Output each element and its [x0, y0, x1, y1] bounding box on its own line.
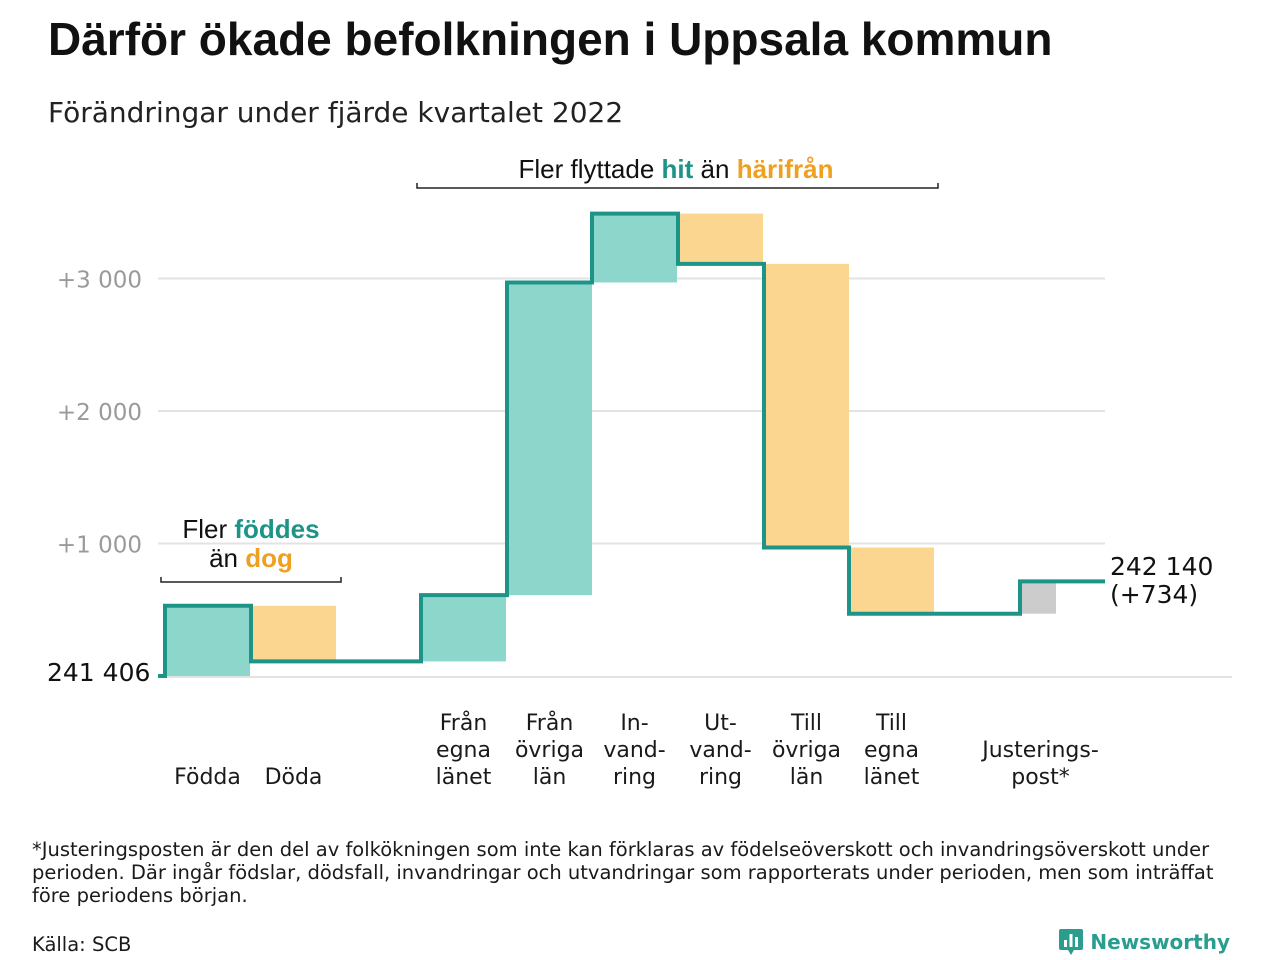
annotation-text: Fler flyttade: [518, 154, 661, 184]
end-value-label: 242 140: [1110, 552, 1213, 581]
annotation-text: Fler: [182, 514, 234, 544]
annotation-highlight: härifrån: [737, 154, 834, 184]
waterfall-chart: +1 000 +2 000 +3 000 241 406 242 140(+734) Fö…: [47, 154, 1232, 790]
end-change-label: (+734): [1110, 580, 1198, 609]
category-label: In-: [620, 711, 648, 736]
bar-decrease: [251, 605, 336, 662]
bar-increase: [421, 595, 506, 662]
bar-chart-logo-icon: [1059, 929, 1084, 955]
y-tick-label: +3 000: [57, 268, 142, 294]
bar-decrease: [678, 213, 763, 264]
annotation-text: än: [693, 154, 736, 184]
category-label: övriga: [515, 738, 584, 763]
annotation-highlight: hit: [662, 154, 694, 184]
category-label: län: [533, 765, 567, 790]
category-label: Till: [790, 711, 822, 736]
category-label: Från: [526, 710, 574, 736]
annotation-births-line1: Fler föddes: [182, 514, 319, 544]
category-label: länet: [864, 765, 920, 790]
annotation-bracket-births: [160, 577, 342, 583]
bar-increase: [507, 282, 592, 596]
category-label: ring: [613, 765, 656, 790]
y-tick-label: +2 000: [57, 400, 142, 426]
bar-decrease: [849, 547, 934, 614]
chart-subtitle: Förändringar under fjärde kvartalet 2022: [48, 96, 624, 129]
category-label: Justerings-: [980, 738, 1099, 763]
category-label: Från: [440, 710, 488, 736]
brand-name: Newsworthy: [1090, 930, 1230, 954]
chart-title: Därför ökade befolkningen i Uppsala komm…: [48, 13, 1053, 65]
category-label: Till: [875, 711, 907, 736]
annotation-bracket-migration: [416, 183, 939, 189]
footnote: *Justeringsposten är den del av folkökni…: [32, 838, 1214, 907]
category-label: vand-: [689, 738, 751, 763]
bar-increase: [165, 605, 250, 676]
category-label: övriga: [772, 738, 841, 763]
y-tick-label: +1 000: [57, 533, 142, 559]
brand-logo: Newsworthy: [1058, 928, 1230, 956]
annotation-migration: Fler flyttade hit än härifrån: [518, 154, 833, 184]
annotation-births-line2: än dog: [209, 543, 293, 573]
cumulative-step-line: [158, 211, 1105, 678]
annotation-highlight-orange: dog: [245, 543, 293, 573]
start-value-label: 241 406: [47, 658, 150, 687]
bar-increase: [592, 213, 677, 283]
category-label: egna: [436, 738, 491, 763]
category-label: vand-: [603, 738, 665, 763]
category-label: länet: [436, 765, 492, 790]
category-label: ring: [699, 765, 742, 790]
category-label: Ut-: [704, 711, 737, 736]
category-label: egna: [864, 738, 919, 763]
category-label: län: [790, 765, 824, 790]
bar-adjustment: [1020, 581, 1056, 614]
category-label: Döda: [265, 765, 323, 790]
annotation-highlight-teal: föddes: [234, 514, 319, 544]
bar-decrease: [764, 263, 849, 548]
category-label: Födda: [174, 765, 241, 790]
annotation-text: än: [209, 543, 245, 573]
category-label: post*: [1011, 765, 1070, 790]
source-label: Källa: SCB: [32, 933, 132, 956]
